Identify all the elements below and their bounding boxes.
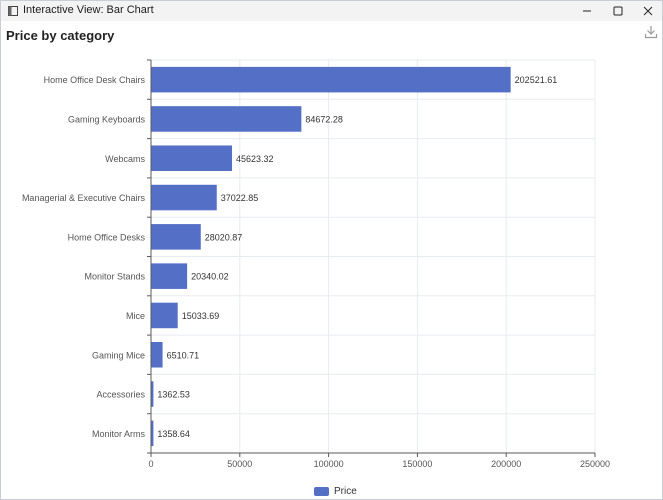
legend-label: Price (334, 486, 357, 497)
x-tick-label: 50000 (227, 459, 252, 469)
bar-value-label: 84672.28 (305, 114, 343, 124)
bar[interactable] (151, 66, 511, 93)
x-tick-label: 150000 (402, 459, 432, 469)
bar-value-label: 1358.64 (157, 429, 190, 439)
category-tick-label: Accessories (96, 390, 145, 400)
bar-value-label: 37022.85 (221, 193, 259, 203)
bar-chart: 202521.61 Home Office Desk Chairs 84672.28… (22, 59, 610, 469)
bar-value-label: 15033.69 (182, 311, 220, 321)
close-button[interactable] (633, 1, 663, 21)
category-tick-label: Gaming Mice (92, 350, 145, 360)
chart-title: Price by category (6, 28, 115, 43)
bar[interactable] (151, 381, 154, 407)
category-tick-label: Monitor Arms (92, 429, 146, 439)
x-tick-label: 250000 (580, 459, 610, 469)
x-tick-label: 100000 (314, 459, 344, 469)
bar-value-label: 20340.02 (191, 272, 229, 282)
bar[interactable] (151, 224, 201, 250)
category-tick-label: Home Office Desks (68, 232, 146, 242)
maximize-icon (613, 6, 623, 16)
bar-value-label: 45623.32 (236, 154, 274, 164)
bar-value-label: 28020.87 (205, 232, 243, 242)
legend[interactable]: Price (314, 486, 357, 497)
category-tick-label: Managerial & Executive Chairs (22, 193, 146, 203)
bar[interactable] (151, 341, 163, 368)
bar-value-label: 1362.53 (157, 390, 190, 400)
bar[interactable] (151, 145, 233, 172)
bar[interactable] (151, 184, 217, 211)
category-tick-label: Mice (126, 311, 145, 321)
legend-swatch (314, 487, 329, 496)
minimize-icon (583, 10, 591, 12)
close-icon (643, 6, 653, 16)
download-icon[interactable] (644, 25, 658, 39)
x-tick-label: 200000 (491, 459, 521, 469)
bar-value-label: 6510.71 (167, 350, 200, 360)
bar[interactable] (151, 302, 178, 329)
bar-value-label: 202521.61 (515, 75, 558, 85)
category-tick-label: Home Office Desk Chairs (44, 75, 146, 85)
minimize-button[interactable] (572, 1, 602, 21)
bar[interactable] (151, 263, 188, 289)
maximize-button[interactable] (603, 1, 633, 21)
window-title: Interactive View: Bar Chart (23, 4, 154, 16)
app-window-icon (8, 6, 18, 16)
title-bar[interactable]: Interactive View: Bar Chart (1, 1, 662, 21)
category-tick-label: Gaming Keyboards (68, 114, 146, 124)
category-tick-label: Monitor Stands (84, 272, 145, 282)
bar[interactable] (151, 106, 302, 132)
bar[interactable] (151, 420, 154, 447)
x-tick-label: 0 (148, 459, 153, 469)
category-tick-label: Webcams (105, 154, 145, 164)
